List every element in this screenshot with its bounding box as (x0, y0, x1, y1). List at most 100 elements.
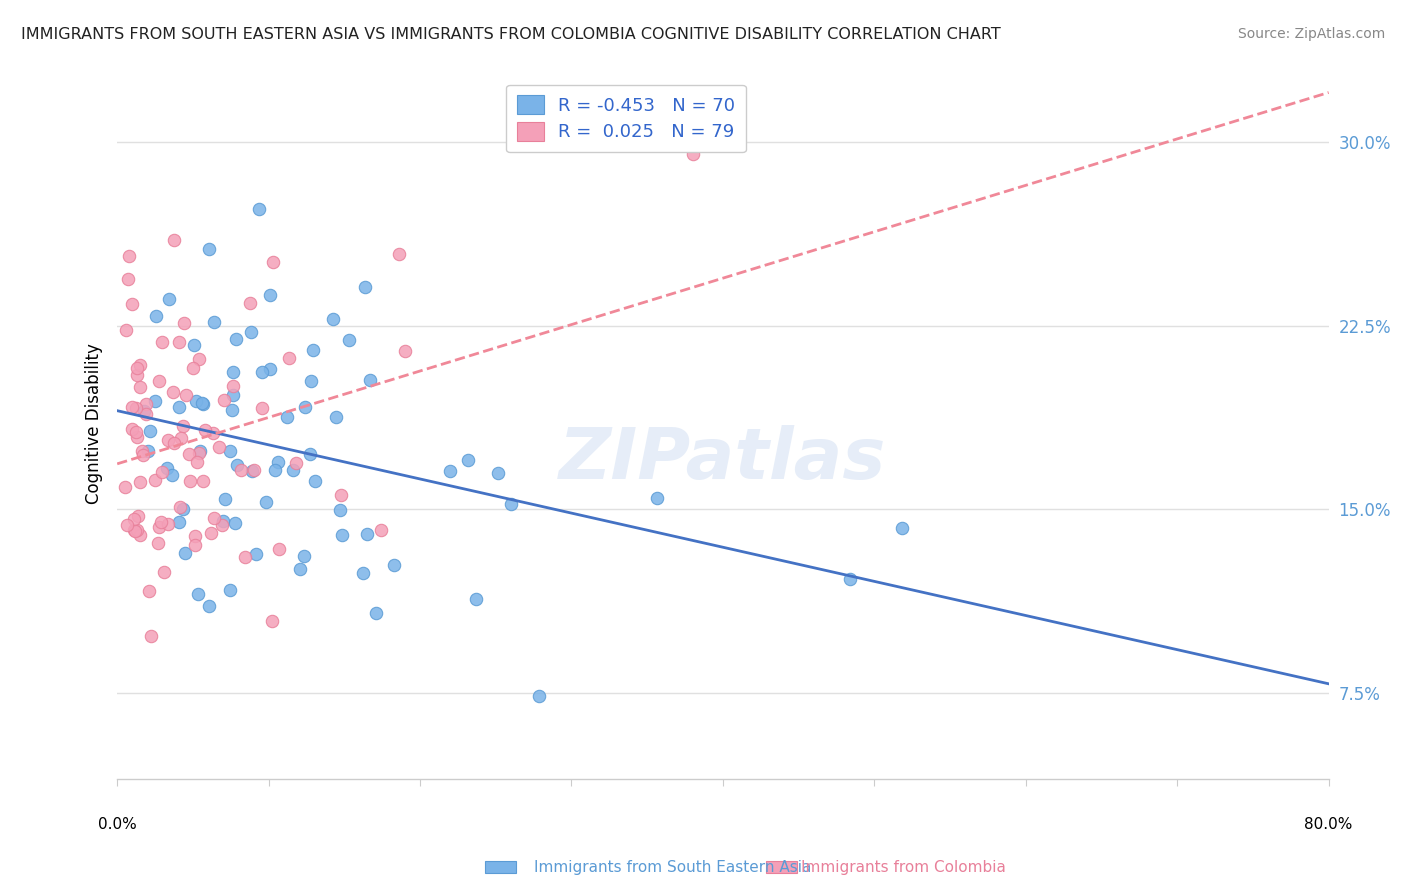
Point (299, 447, 322, 461)
Point (250, 365, 273, 379)
Point (262, 254, 284, 268)
Point (222, 388, 245, 402)
Point (139, 425, 162, 439)
Point (181, 360, 204, 375)
Point (839, 572, 862, 586)
Point (136, 443, 159, 458)
Point (169, 515, 191, 529)
Point (190, 444, 212, 458)
Point (197, 599, 219, 613)
Point (124, 523, 146, 537)
Point (132, 448, 155, 462)
Point (240, 326, 263, 340)
Point (202, 511, 225, 525)
Point (465, 591, 488, 606)
Point (245, 547, 267, 561)
Point (457, 452, 479, 467)
Point (135, 397, 157, 411)
Point (325, 409, 347, 424)
Point (138, 583, 160, 598)
Point (226, 458, 249, 472)
Point (384, 558, 406, 573)
Point (170, 431, 193, 445)
Point (352, 566, 374, 581)
Point (329, 488, 352, 502)
Point (162, 384, 184, 399)
Point (121, 422, 143, 436)
Point (186, 455, 208, 469)
Point (156, 517, 179, 532)
Point (150, 465, 173, 479)
Point (150, 516, 173, 530)
Point (132, 404, 155, 418)
Point (173, 546, 195, 560)
Point (278, 351, 301, 365)
Point (254, 495, 277, 509)
Point (262, 614, 284, 628)
Point (127, 509, 149, 524)
Point (233, 550, 256, 565)
Point (304, 474, 326, 488)
Point (370, 523, 392, 537)
Point (682, 147, 704, 161)
Point (322, 311, 344, 326)
Point (264, 463, 287, 477)
Point (190, 395, 212, 409)
Point (290, 562, 312, 576)
Point (139, 629, 162, 643)
Point (163, 436, 186, 450)
Point (197, 243, 219, 257)
Point (527, 689, 550, 703)
Text: Source: ZipAtlas.com: Source: ZipAtlas.com (1237, 27, 1385, 41)
Point (337, 334, 360, 348)
Point (193, 397, 215, 411)
Point (150, 335, 173, 350)
Point (364, 606, 387, 620)
Point (184, 393, 207, 408)
Point (143, 473, 166, 487)
Point (145, 309, 167, 323)
Point (187, 587, 209, 601)
Point (294, 400, 316, 414)
Point (329, 502, 352, 516)
Point (163, 233, 186, 247)
Point (891, 521, 914, 535)
Point (267, 455, 290, 469)
FancyBboxPatch shape (485, 861, 516, 873)
Point (173, 316, 195, 330)
Point (202, 315, 225, 329)
Point (247, 202, 270, 217)
Point (125, 425, 148, 439)
Text: 0.0%: 0.0% (98, 817, 136, 832)
Text: ZIPatlas: ZIPatlas (560, 425, 887, 493)
Point (193, 474, 215, 488)
Point (124, 524, 146, 538)
Point (221, 403, 243, 417)
Point (201, 426, 224, 441)
Point (184, 528, 207, 542)
Point (148, 374, 170, 388)
Point (172, 419, 194, 434)
Point (252, 401, 274, 415)
Point (121, 297, 143, 311)
Point (125, 430, 148, 444)
Point (208, 440, 231, 454)
Point (148, 520, 170, 534)
Point (239, 295, 262, 310)
Point (259, 287, 281, 301)
Point (194, 423, 217, 437)
Point (218, 582, 240, 597)
Y-axis label: Cognitive Disability: Cognitive Disability (86, 343, 103, 504)
Point (243, 463, 266, 477)
Point (121, 400, 143, 414)
Point (146, 535, 169, 549)
Point (117, 271, 139, 285)
Point (183, 338, 205, 352)
Point (114, 480, 136, 494)
Point (200, 526, 222, 541)
Point (127, 523, 149, 537)
Point (177, 447, 200, 461)
Point (221, 378, 243, 392)
Point (302, 343, 325, 358)
Point (184, 538, 207, 552)
